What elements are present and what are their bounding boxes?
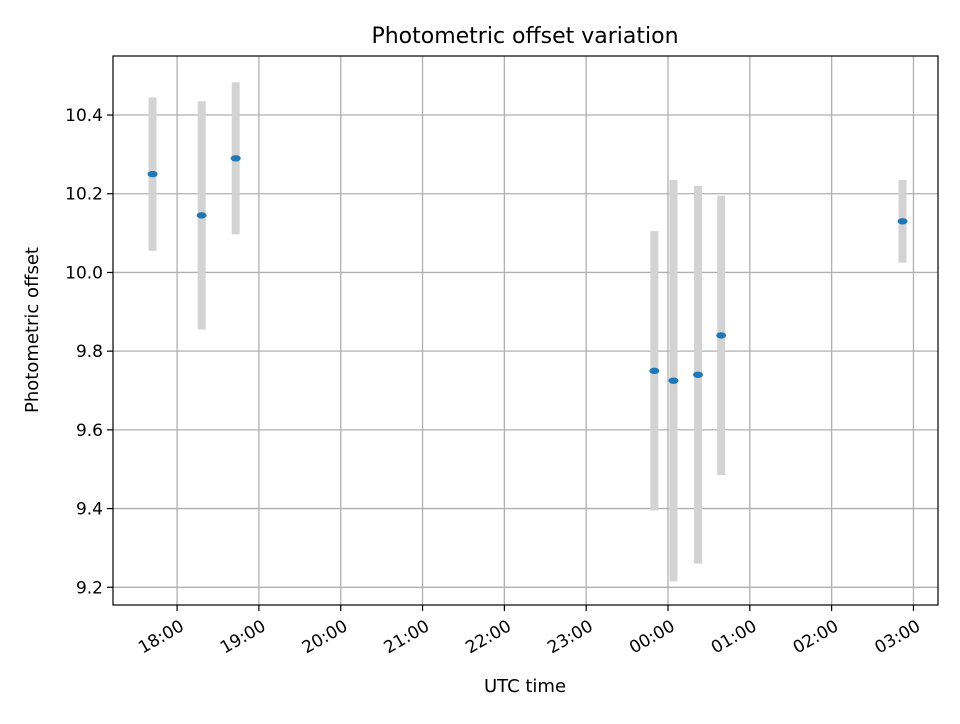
data-point (649, 367, 660, 375)
grid-layer (113, 56, 938, 605)
data-point (668, 377, 679, 384)
y-tick-label: 9.6 (76, 421, 103, 441)
y-tick-label: 9.8 (76, 342, 103, 362)
y-tick-label: 10.4 (65, 106, 103, 126)
point-layer (147, 155, 908, 384)
data-point (147, 170, 158, 178)
y-tick-label: 9.4 (76, 500, 103, 520)
data-point (196, 212, 207, 219)
y-tick-label: 10.0 (65, 263, 103, 283)
plot-frame (112, 55, 939, 606)
data-point (230, 155, 241, 162)
y-tick-label: 9.2 (76, 578, 103, 598)
y-axis-label: Photometric offset (22, 247, 43, 413)
chart-title: Photometric offset variation (371, 24, 678, 49)
y-tick-label: 10.2 (65, 185, 103, 205)
data-point (693, 371, 703, 378)
data-point (897, 218, 908, 225)
x-axis-label: UTC time (484, 676, 566, 697)
data-point (716, 332, 727, 339)
